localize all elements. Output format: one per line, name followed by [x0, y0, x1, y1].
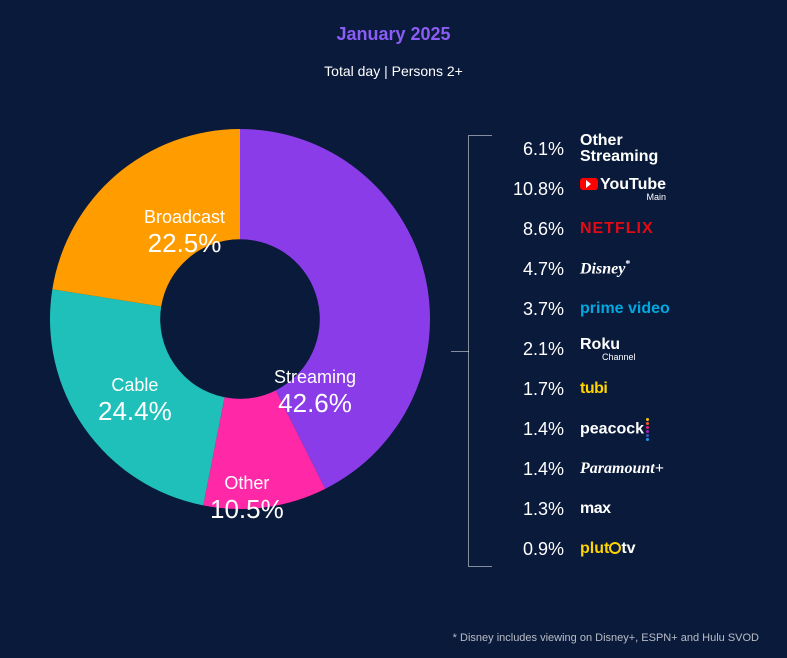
- bracket-line: [468, 135, 492, 567]
- breakdown-pct: 3.7%: [500, 299, 580, 320]
- brand-logo-tubi: tubi: [580, 381, 607, 397]
- donut-slice-broadcast: [52, 129, 240, 307]
- breakdown-row: 10.8%YouTubeMain: [500, 169, 767, 209]
- breakdown-row: 3.7%prime video: [500, 289, 767, 329]
- breakdown-row: 1.4%peacock: [500, 409, 767, 449]
- breakdown-row: 1.7%tubi: [500, 369, 767, 409]
- brand-logo-paramount-: Paramount+: [580, 461, 664, 477]
- header: January 2025 Total day | Persons 2+: [0, 0, 787, 79]
- content: Streaming42.6%Other10.5%Cable24.4%Broadc…: [0, 79, 787, 569]
- breakdown-row: 6.1%OtherStreaming: [500, 129, 767, 169]
- brand-logo-disney: Disney*: [580, 260, 630, 277]
- breakdown-pct: 4.7%: [500, 259, 580, 280]
- page-title: January 2025: [0, 24, 787, 45]
- breakdown-pct: 0.9%: [500, 539, 580, 560]
- donut-chart: Streaming42.6%Other10.5%Cable24.4%Broadc…: [20, 99, 460, 539]
- breakdown-pct: 1.4%: [500, 419, 580, 440]
- breakdown-row: 4.7%Disney*: [500, 249, 767, 289]
- brand-logo-roku: RokuChannel: [580, 337, 636, 362]
- breakdown-row: 0.9%pluttv: [500, 529, 767, 569]
- breakdown-row: 1.3%max: [500, 489, 767, 529]
- footnote: * Disney includes viewing on Disney+, ES…: [453, 632, 759, 644]
- streaming-breakdown: 6.1%OtherStreaming10.8%YouTubeMain8.6%NE…: [460, 99, 767, 569]
- brand-logo-youtube: YouTubeMain: [580, 177, 666, 202]
- breakdown-pct: 2.1%: [500, 339, 580, 360]
- breakdown-row: 1.4%Paramount+: [500, 449, 767, 489]
- donut-slice-cable: [50, 289, 225, 505]
- breakdown-pct: 10.8%: [500, 179, 580, 200]
- brand-logo-max: max: [580, 501, 611, 517]
- brand-logo-pluto-tv: pluttv: [580, 541, 636, 557]
- breakdown-pct: 1.7%: [500, 379, 580, 400]
- breakdown-row: 2.1%RokuChannel: [500, 329, 767, 369]
- brand-logo-peacock: peacock: [580, 418, 649, 441]
- breakdown-pct: 8.6%: [500, 219, 580, 240]
- breakdown-row: 8.6%NETFLIX: [500, 209, 767, 249]
- breakdown-pct: 1.3%: [500, 499, 580, 520]
- brand-logo-netflix: NETFLIX: [580, 221, 654, 237]
- brand-logo-other-streaming: OtherStreaming: [580, 133, 658, 165]
- breakdown-pct: 6.1%: [500, 139, 580, 160]
- page-subtitle: Total day | Persons 2+: [0, 63, 787, 79]
- donut-svg: [20, 99, 460, 539]
- brand-logo-prime-video: prime video: [580, 301, 670, 317]
- breakdown-pct: 1.4%: [500, 459, 580, 480]
